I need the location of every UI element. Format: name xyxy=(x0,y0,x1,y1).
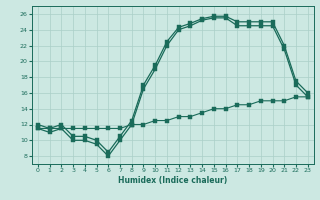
X-axis label: Humidex (Indice chaleur): Humidex (Indice chaleur) xyxy=(118,176,228,185)
